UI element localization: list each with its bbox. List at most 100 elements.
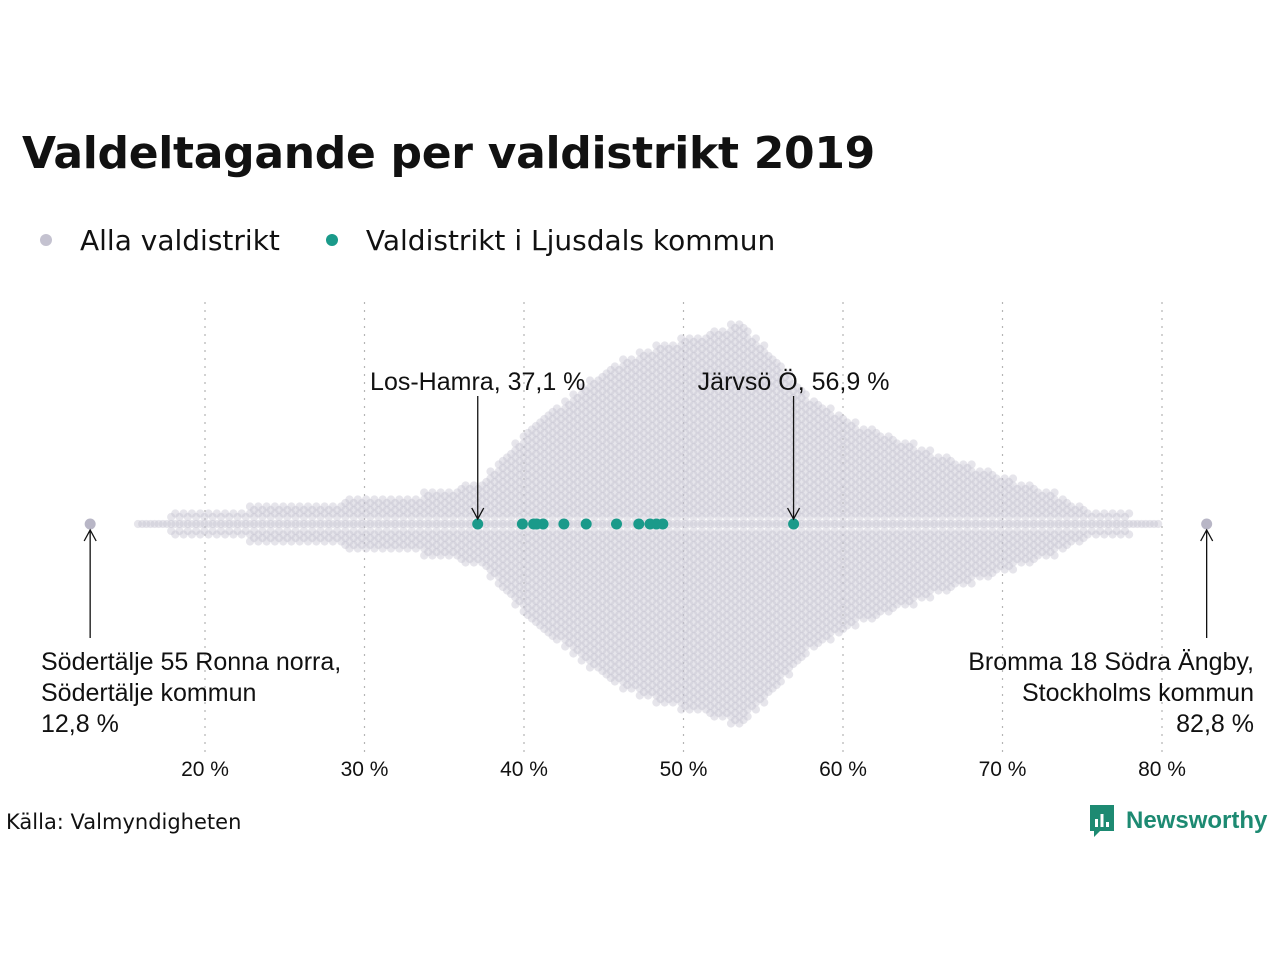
data-point-all: [503, 579, 512, 588]
data-point-all: [482, 505, 491, 515]
data-point-all: [494, 509, 503, 518]
data-point-all: [581, 533, 591, 543]
data-point-all: [536, 474, 545, 483]
data-point-all: [494, 467, 503, 476]
data-point-all: [167, 512, 176, 522]
data-point-all: [760, 698, 769, 707]
data-point-all: [461, 481, 470, 490]
data-point-all: [523, 512, 532, 522]
data-point-all: [436, 519, 445, 529]
data-point-all: [200, 519, 209, 529]
data-point-all: [565, 421, 574, 431]
data-point-all: [349, 512, 358, 522]
data-point-all: [262, 537, 271, 546]
data-point-all: [503, 565, 512, 574]
data-point-all: [503, 544, 512, 553]
data-point-all: [552, 579, 562, 588]
data-point-all: [561, 621, 570, 630]
data-point-all: [461, 502, 470, 511]
data-point-all: [540, 435, 549, 445]
data-point-all: [407, 533, 416, 543]
data-point-all: [494, 565, 503, 574]
data-point-all: [515, 498, 524, 508]
data-point-all: [486, 474, 495, 483]
data-point-all: [474, 533, 483, 543]
data-point-all: [474, 547, 483, 557]
data-point-all: [515, 568, 524, 578]
data-point-all: [511, 509, 520, 518]
data-point-all: [544, 579, 553, 588]
data-point-all: [490, 540, 499, 550]
data-point-all: [507, 463, 516, 473]
data-point-all: [556, 533, 566, 543]
data-point-all: [527, 509, 537, 518]
data-point-all: [760, 341, 769, 350]
data-point-all: [204, 530, 213, 539]
data-point-all: [312, 537, 321, 546]
data-point-all: [341, 526, 350, 536]
data-point-all: [536, 439, 545, 448]
data-point-all: [225, 512, 234, 522]
data-point-all: [420, 537, 429, 546]
data-point-all: [851, 418, 860, 427]
data-point-all: [395, 530, 404, 539]
data-point-all: [444, 488, 454, 497]
data-point-all: [494, 572, 503, 581]
data-point-all: [465, 491, 474, 501]
data-point-all: [552, 509, 562, 518]
data-point-all: [519, 530, 528, 539]
data-point-all: [548, 449, 557, 459]
data-point-all: [536, 495, 545, 504]
data-point-all: [457, 554, 466, 564]
data-point-all: [357, 533, 366, 543]
data-point-all: [440, 533, 449, 543]
data-point-all: [519, 467, 528, 476]
data-point-all: [536, 467, 545, 476]
data-point-all: [432, 512, 441, 522]
data-point-all: [295, 519, 304, 529]
data-point-all: [320, 537, 329, 546]
data-point-all: [540, 477, 549, 487]
data-point-all: [498, 484, 507, 494]
data-point-all: [469, 558, 478, 567]
data-point-all: [532, 582, 541, 592]
data-point-all: [233, 526, 242, 536]
data-point-all: [561, 418, 570, 427]
data-point-all: [577, 488, 586, 497]
data-point-all: [544, 565, 553, 574]
data-point-all: [349, 498, 358, 508]
data-point-all: [432, 505, 441, 515]
legend-dot-gray-icon: [40, 234, 52, 246]
data-point-all: [254, 509, 263, 518]
data-point-all: [552, 614, 562, 623]
data-point-all: [569, 481, 578, 490]
data-point-all: [548, 533, 557, 543]
data-point-all: [403, 519, 412, 529]
data-point-all: [362, 502, 371, 511]
data-point-all: [548, 512, 557, 522]
data-point-all: [382, 540, 391, 550]
data-point-all: [561, 565, 570, 574]
data-point-all: [569, 411, 578, 420]
data-point-all: [540, 540, 549, 550]
data-point-all: [548, 596, 557, 606]
data-point-all: [511, 502, 520, 511]
data-point-all: [179, 530, 188, 539]
data-point-all: [515, 449, 524, 459]
data-point-all: [415, 533, 425, 543]
data-point-all: [569, 649, 578, 658]
data-point-all: [270, 509, 279, 518]
data-point-all: [341, 512, 350, 522]
data-point-all: [561, 453, 570, 462]
data-point-all: [540, 428, 549, 438]
data-point-all: [370, 544, 379, 553]
data-point-all: [478, 544, 487, 553]
data-point-all: [440, 491, 449, 501]
data-point-all: [258, 519, 267, 529]
data-point-all: [577, 551, 586, 560]
data-point-all: [407, 526, 416, 536]
data-point-all: [366, 505, 375, 515]
data-point-all: [245, 530, 255, 539]
data-point-all: [515, 533, 524, 543]
data-point-all: [490, 484, 499, 494]
